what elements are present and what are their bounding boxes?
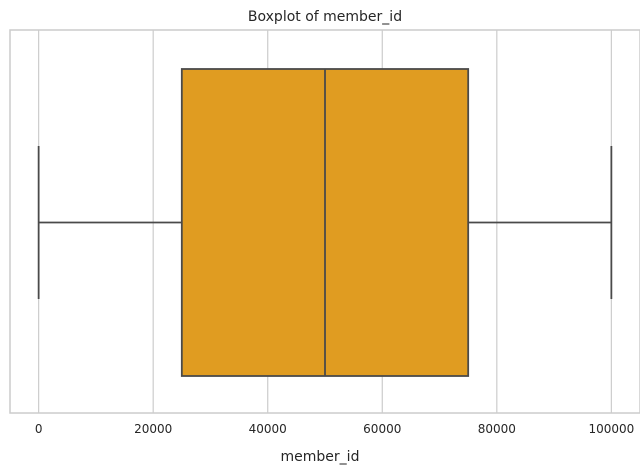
x-tick-label: 80000	[478, 422, 516, 436]
plot-frame	[9, 29, 640, 414]
box-glyph	[37, 68, 613, 377]
x-tick-label: 60000	[363, 422, 401, 436]
chart-title: Boxplot of member_id	[248, 9, 402, 25]
x-axis-label: member_id	[281, 449, 360, 465]
x-tick-label: 20000	[134, 422, 172, 436]
x-tick-labels: 0 20000 40000 60000 80000 100000	[35, 422, 634, 436]
x-tick-label: 40000	[249, 422, 287, 436]
x-tick-label: 0	[35, 422, 43, 436]
x-tick-label: 100000	[588, 422, 634, 436]
